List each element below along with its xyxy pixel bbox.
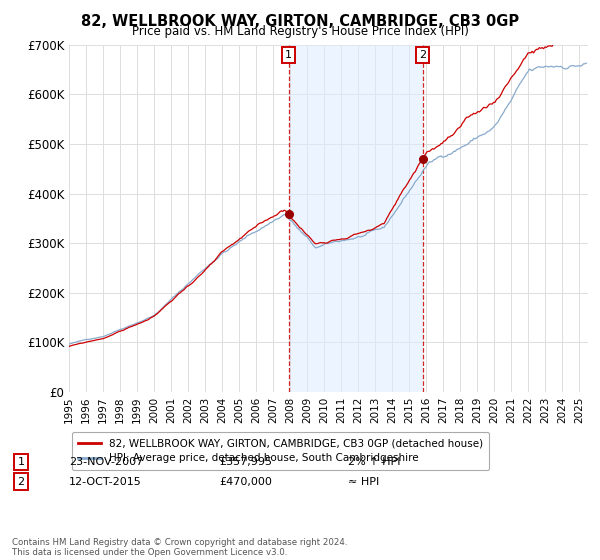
Legend: 82, WELLBROOK WAY, GIRTON, CAMBRIDGE, CB3 0GP (detached house), HPI: Average pri: 82, WELLBROOK WAY, GIRTON, CAMBRIDGE, CB… [71, 432, 490, 470]
Text: ≈ HPI: ≈ HPI [348, 477, 379, 487]
Text: Contains HM Land Registry data © Crown copyright and database right 2024.
This d: Contains HM Land Registry data © Crown c… [12, 538, 347, 557]
Text: 2% ↑ HPI: 2% ↑ HPI [348, 457, 401, 467]
Text: 12-OCT-2015: 12-OCT-2015 [69, 477, 142, 487]
Text: 2: 2 [419, 50, 426, 60]
Text: 1: 1 [285, 50, 292, 60]
Text: Price paid vs. HM Land Registry's House Price Index (HPI): Price paid vs. HM Land Registry's House … [131, 25, 469, 38]
Text: 82, WELLBROOK WAY, GIRTON, CAMBRIDGE, CB3 0GP: 82, WELLBROOK WAY, GIRTON, CAMBRIDGE, CB… [81, 14, 519, 29]
Bar [289, 45, 422, 392]
Text: 2: 2 [17, 477, 25, 487]
Text: 23-NOV-2007: 23-NOV-2007 [69, 457, 143, 467]
Text: £357,995: £357,995 [219, 457, 272, 467]
Text: 1: 1 [17, 457, 25, 467]
Text: £470,000: £470,000 [219, 477, 272, 487]
